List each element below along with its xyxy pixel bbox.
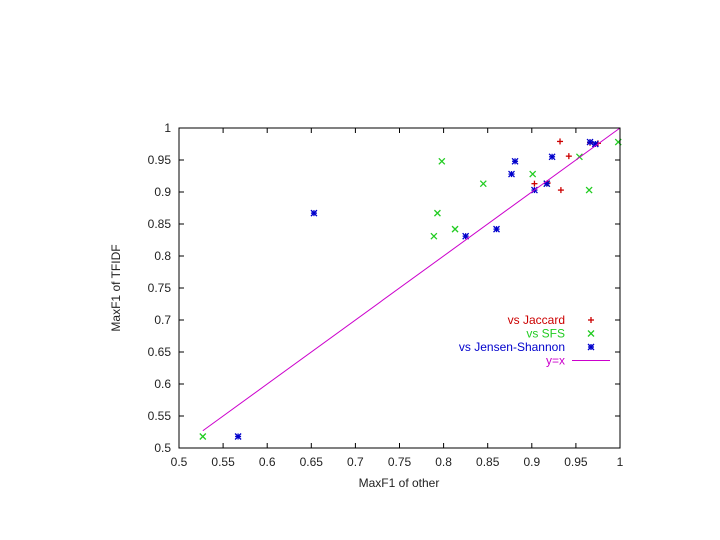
data-point bbox=[438, 157, 446, 165]
x-tick-label: 0.95 bbox=[564, 455, 588, 469]
x-tick-label: 0.5 bbox=[171, 455, 188, 469]
reference-line bbox=[202, 127, 621, 432]
data-point bbox=[548, 153, 556, 161]
x-tick-label: 0.85 bbox=[476, 455, 500, 469]
ticks-layer: 0.5 0.55 0.6 0.65 0.7 0.75 0.8 0.85 0.9 0.95 1 0.5 0… bbox=[148, 121, 624, 469]
x-tick-label: 0.7 bbox=[347, 455, 364, 469]
data-point bbox=[557, 138, 564, 145]
data-point bbox=[199, 433, 207, 440]
data-point bbox=[529, 170, 537, 178]
data-point bbox=[493, 225, 500, 233]
y-tick-label: 0.75 bbox=[148, 281, 172, 295]
x-tick-label: 0.9 bbox=[523, 455, 540, 469]
y-tick-label: 0.85 bbox=[148, 217, 172, 231]
series-y-x bbox=[202, 127, 621, 432]
legend-marker bbox=[587, 343, 595, 351]
data-point bbox=[531, 180, 538, 187]
data-point bbox=[234, 433, 242, 440]
data-point bbox=[433, 209, 441, 217]
series-vs-sfs bbox=[199, 138, 622, 440]
y-tick-label: 0.5 bbox=[154, 441, 171, 455]
y-tick-label: 0.6 bbox=[154, 377, 171, 391]
data-point bbox=[508, 170, 515, 178]
legend-label: vs SFS bbox=[526, 327, 565, 341]
y-tick-label: 0.9 bbox=[154, 185, 171, 199]
y-tick-label: 0.65 bbox=[148, 345, 172, 359]
x-tick-label: 0.65 bbox=[300, 455, 324, 469]
y-axis-label: MaxF1 of TFIDF bbox=[109, 244, 123, 331]
x-tick-label: 0.6 bbox=[259, 455, 276, 469]
data-point bbox=[565, 153, 572, 160]
x-axis-label: MaxF1 of other bbox=[359, 476, 440, 490]
series-vs-jensen-shannon bbox=[234, 138, 599, 440]
data-point bbox=[585, 186, 593, 194]
y-tick-label: 1 bbox=[164, 121, 171, 135]
x-tick-label: 1 bbox=[617, 455, 624, 469]
y-tick-label: 0.95 bbox=[148, 153, 172, 167]
data-point bbox=[451, 225, 459, 233]
plot-frame bbox=[178, 127, 621, 449]
y-tick-label: 0.7 bbox=[154, 313, 171, 327]
legend-label: vs Jaccard bbox=[508, 313, 565, 327]
series-layer bbox=[199, 127, 622, 440]
legend-label: y=x bbox=[546, 354, 565, 368]
x-tick-label: 0.8 bbox=[435, 455, 452, 469]
data-point bbox=[430, 232, 438, 240]
x-tick-label: 0.75 bbox=[388, 455, 412, 469]
y-tick-label: 0.8 bbox=[154, 249, 171, 263]
legend-marker bbox=[587, 330, 595, 337]
data-point bbox=[310, 209, 318, 217]
legend-label: vs Jensen-Shannon bbox=[459, 340, 565, 354]
data-point bbox=[543, 180, 551, 188]
y-tick-label: 0.55 bbox=[148, 409, 172, 423]
legend-marker bbox=[588, 317, 594, 323]
x-tick-label: 0.55 bbox=[211, 455, 235, 469]
data-point bbox=[586, 138, 594, 146]
data-point bbox=[557, 187, 564, 194]
data-point bbox=[511, 157, 519, 165]
data-point bbox=[479, 180, 487, 188]
